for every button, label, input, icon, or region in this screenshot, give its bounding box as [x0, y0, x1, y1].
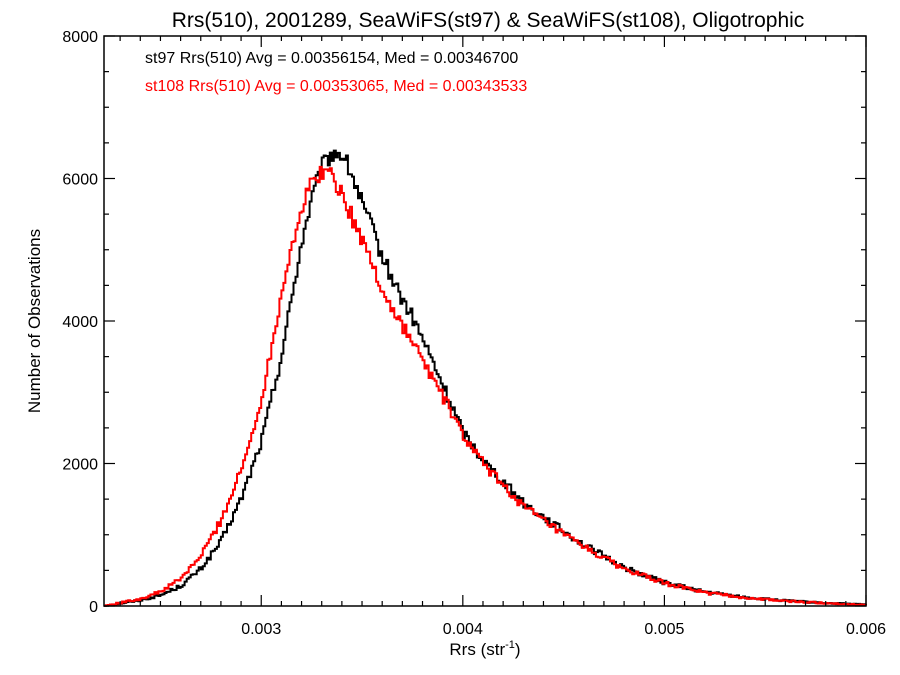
x-axis-label-superscript: -1 — [505, 639, 515, 651]
series-st108-annotation: st108 Rrs(510) Avg = 0.00353065, Med = 0… — [145, 78, 527, 95]
y-tick-label: 6000 — [62, 172, 98, 189]
y-tick-label: 2000 — [62, 457, 98, 474]
plot-frame — [103, 35, 867, 607]
plot-lines — [104, 149, 867, 607]
series-st97-annotation: st97 Rrs(510) Avg = 0.00356154, Med = 0.… — [145, 50, 518, 67]
x-axis-label-main: Rrs (str — [449, 640, 505, 659]
x-tick-label: 0.005 — [644, 621, 684, 638]
y-tick-label: 8000 — [62, 29, 98, 46]
y-tick-label: 0 — [89, 599, 98, 616]
series-line-1 — [104, 165, 867, 607]
y-axis-label: Number of Observations — [25, 229, 44, 413]
x-tick-label: 0.003 — [241, 621, 281, 638]
chart-title: Rrs(510), 2001289, SeaWiFS(st97) & SeaWi… — [172, 9, 805, 32]
x-axis-label-tail: ) — [515, 640, 521, 659]
x-tick-label: 0.006 — [846, 621, 886, 638]
x-tick-label: 0.004 — [443, 621, 483, 638]
axis-ticks: 0.003 0.004 0.005 0.006 0 2000 4000 6000 8000 — [62, 29, 886, 638]
series-line-0 — [104, 149, 866, 607]
x-axis-label: Rrs (str-1) — [449, 639, 520, 659]
y-tick-label: 4000 — [62, 314, 98, 331]
